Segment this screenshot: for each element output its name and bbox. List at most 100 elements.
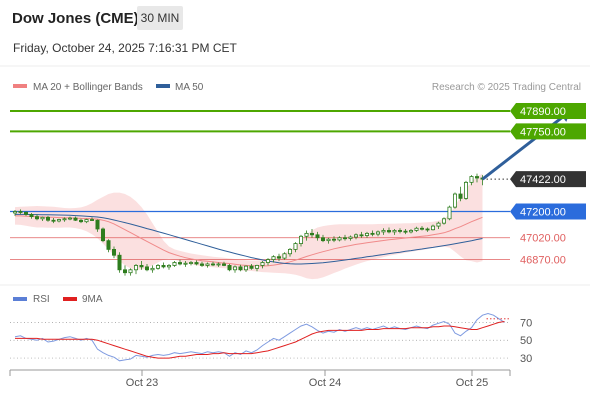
- level-label-pivot: 47200.00: [520, 207, 566, 219]
- candle-body: [265, 259, 270, 263]
- candle-body: [62, 218, 67, 221]
- candle-body: [106, 240, 111, 250]
- level-label-resistance: 47890.00: [520, 106, 566, 118]
- candle-body: [359, 234, 364, 237]
- credit-label: Research © 2025 Trading Central: [432, 82, 581, 93]
- candle-body: [177, 262, 182, 265]
- candle-body: [183, 262, 188, 265]
- candle-body: [172, 262, 177, 266]
- candle-body: [35, 216, 40, 220]
- candle-body: [79, 219, 84, 223]
- candle-body: [73, 217, 78, 221]
- candle-body: [271, 256, 276, 260]
- chart-header: Dow Jones (CME) 30 MIN: [0, 0, 590, 38]
- ma50-legend-swatch: [156, 84, 170, 88]
- candle-body: [315, 234, 320, 239]
- candle-body: [337, 237, 342, 241]
- level-label-support: 47020.00: [520, 233, 566, 245]
- candle-body: [23, 211, 28, 215]
- candle-body: [18, 211, 23, 213]
- candle-body: [194, 262, 199, 265]
- rsi-legend: RSI 9MA: [13, 294, 103, 305]
- candle-body: [144, 266, 149, 271]
- candle-body: [403, 230, 408, 233]
- candle-body: [441, 218, 446, 224]
- candle-body: [150, 267, 155, 271]
- candle-body: [46, 216, 51, 221]
- candle-body: [57, 219, 62, 222]
- rsi-legend-swatch: [13, 297, 27, 301]
- candle-body: [12, 211, 17, 214]
- main-legend: MA 20 + Bollinger Bands MA 50 Research ©…: [13, 82, 581, 93]
- candle-body: [199, 263, 204, 266]
- candle-body: [128, 269, 133, 274]
- candlesticks: [12, 173, 485, 276]
- candle-body: [342, 237, 347, 240]
- x-axis-label: Oct 23: [126, 377, 158, 389]
- candle-body: [452, 193, 457, 208]
- candle-body: [95, 219, 100, 230]
- x-axis-label: Oct 25: [456, 377, 488, 389]
- candle-body: [155, 265, 160, 269]
- ma9-legend-swatch: [63, 297, 77, 301]
- candle-body: [29, 214, 34, 218]
- rsi-tick-30: 30: [520, 353, 532, 365]
- level-tag-resistance: [510, 102, 586, 119]
- candle-body: [447, 206, 452, 220]
- candle-body: [353, 234, 358, 238]
- candle-body: [227, 265, 232, 271]
- candle-body: [458, 193, 463, 199]
- candle-body: [90, 219, 95, 221]
- ma50-line: [15, 213, 483, 265]
- candle-body: [408, 230, 413, 233]
- candle-body: [463, 181, 468, 199]
- candle-body: [139, 265, 144, 268]
- rsi-panel: 30 50 70: [10, 312, 532, 365]
- x-axis: Oct 23 Oct 24 Oct 25: [9, 370, 511, 389]
- x-axis-label: Oct 24: [309, 377, 341, 389]
- level-label-resistance: 47750.00: [520, 126, 566, 138]
- candle-body: [254, 265, 259, 269]
- candle-body: [249, 265, 254, 269]
- level-tag-resistance: [510, 123, 586, 140]
- level-tag-last: [510, 171, 586, 188]
- candle-body: [375, 231, 380, 235]
- candle-body: [419, 227, 424, 230]
- candle-body: [381, 230, 386, 233]
- candle-body: [232, 266, 237, 271]
- instrument-title: Dow Jones (CME): [12, 10, 139, 27]
- candle-body: [210, 263, 215, 266]
- candle-body: [282, 253, 287, 259]
- candle-body: [101, 228, 106, 242]
- rsi-tick-70: 70: [520, 317, 532, 329]
- ma20-legend-swatch: [13, 84, 27, 88]
- candle-body: [84, 219, 89, 223]
- ma50-legend-label: MA 50: [175, 82, 204, 93]
- candle-body: [474, 176, 479, 179]
- candle-body: [216, 263, 221, 266]
- candle-body: [133, 265, 138, 271]
- candle-body: [188, 262, 193, 264]
- candle-body: [386, 230, 391, 233]
- candle-body: [425, 228, 430, 231]
- level-label-support: 46870.00: [520, 255, 566, 267]
- forecast-arrow: [481, 110, 571, 181]
- candle-body: [364, 232, 369, 236]
- candle-body: [238, 266, 243, 271]
- candle-body: [436, 222, 441, 227]
- ma20-line: [15, 215, 483, 267]
- candle-body: [414, 227, 419, 231]
- candle-body: [430, 225, 435, 231]
- candle-body: [112, 248, 117, 256]
- rsi-tick-50: 50: [520, 335, 532, 347]
- candle-body: [166, 265, 171, 268]
- price-level-labels: 47890.00 47750.00 47422.00 47200.00 47020.00…: [510, 102, 586, 267]
- candle-body: [117, 254, 122, 271]
- candle-body: [309, 232, 314, 236]
- ma9-legend-label: 9MA: [82, 294, 103, 305]
- timeframe-button[interactable]: 30 MIN: [137, 6, 183, 30]
- candle-body: [40, 216, 45, 220]
- candle-body: [68, 217, 73, 220]
- candle-body: [298, 235, 303, 244]
